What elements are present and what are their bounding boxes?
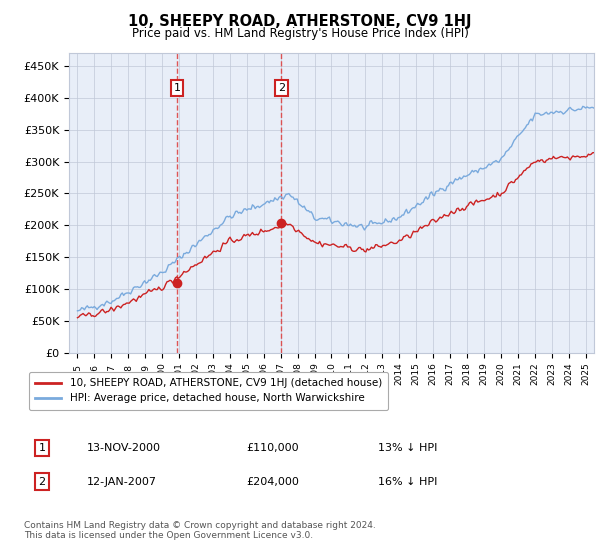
Text: 13% ↓ HPI: 13% ↓ HPI [378,443,437,453]
Text: 1: 1 [38,443,46,453]
Text: 12-JAN-2007: 12-JAN-2007 [87,477,157,487]
Text: 2: 2 [38,477,46,487]
Text: 13-NOV-2000: 13-NOV-2000 [87,443,161,453]
Text: Price paid vs. HM Land Registry's House Price Index (HPI): Price paid vs. HM Land Registry's House … [131,27,469,40]
Text: £110,000: £110,000 [246,443,299,453]
Legend: 10, SHEEPY ROAD, ATHERSTONE, CV9 1HJ (detached house), HPI: Average price, detac: 10, SHEEPY ROAD, ATHERSTONE, CV9 1HJ (de… [29,372,388,410]
Text: 10, SHEEPY ROAD, ATHERSTONE, CV9 1HJ: 10, SHEEPY ROAD, ATHERSTONE, CV9 1HJ [128,14,472,29]
Text: £204,000: £204,000 [246,477,299,487]
Text: 1: 1 [173,83,181,94]
Text: Contains HM Land Registry data © Crown copyright and database right 2024.
This d: Contains HM Land Registry data © Crown c… [24,521,376,540]
Text: 16% ↓ HPI: 16% ↓ HPI [378,477,437,487]
Text: 2: 2 [278,83,285,94]
